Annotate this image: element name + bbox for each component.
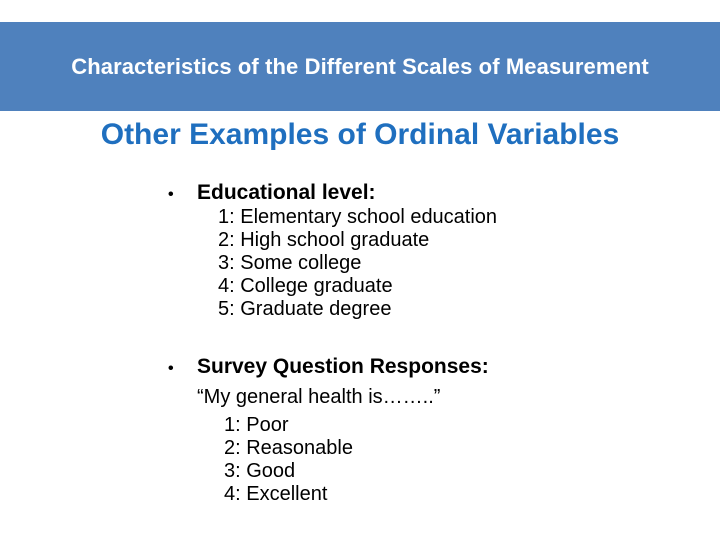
list-item: 3: Some college — [218, 252, 362, 274]
list-item: 3: Good — [224, 460, 296, 482]
list-item: 1: Poor — [224, 414, 289, 436]
section-heading: Survey Question Responses: — [197, 355, 489, 378]
list-item: 5: Graduate degree — [218, 298, 392, 320]
bullet-heading: • Educational level: — [168, 181, 497, 206]
banner-title: Characteristics of the Different Scales … — [71, 53, 649, 79]
list-item: 1: Elementary school education — [218, 206, 498, 228]
bullet-icon: • — [168, 360, 174, 377]
list-item: 2: Reasonable — [224, 437, 353, 459]
bullet-icon: • — [168, 186, 174, 203]
section-survey-responses: • Survey Question Responses: “My general… — [168, 355, 489, 506]
section-heading: Educational level: — [197, 181, 376, 204]
list-item: 2: High school graduate — [218, 229, 430, 251]
list-item: 4: Excellent — [224, 483, 328, 505]
list-item: 4: College graduate — [218, 275, 393, 297]
section-educational-level: • Educational level: 1: Elementary schoo… — [168, 181, 497, 321]
slide-title: Other Examples of Ordinal Variables — [100, 118, 620, 151]
survey-response-list: 1: Poor 2: Reasonable 3: Good 4: Excelle… — [224, 414, 489, 506]
survey-question: “My general health is……..” — [197, 386, 441, 408]
education-list: 1: Elementary school education 2: High s… — [218, 206, 497, 321]
header-banner: Characteristics of the Different Scales … — [0, 22, 720, 111]
bullet-heading: • Survey Question Responses: — [168, 355, 489, 380]
